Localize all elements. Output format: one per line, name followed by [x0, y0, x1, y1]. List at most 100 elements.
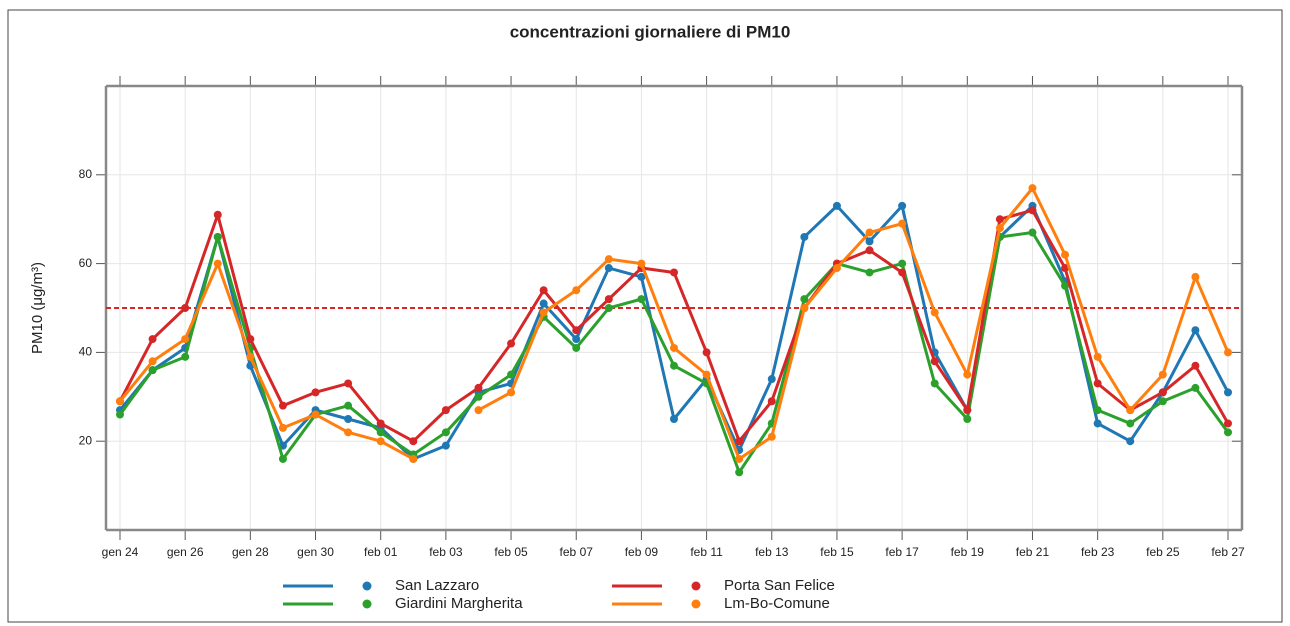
data-point — [670, 343, 678, 352]
data-point — [311, 410, 320, 419]
data-point — [376, 437, 385, 446]
data-point — [963, 415, 972, 423]
legend-label: Lm-Bo-Comune — [724, 595, 830, 612]
data-point — [181, 335, 190, 344]
data-point — [474, 392, 483, 401]
data-point — [800, 295, 809, 304]
x-tick-label: feb 17 — [885, 545, 919, 559]
x-tick-label: gen 24 — [102, 545, 139, 559]
data-point — [930, 379, 939, 388]
x-tick-label: feb 07 — [560, 545, 594, 559]
data-point — [702, 348, 711, 357]
data-point — [148, 335, 157, 344]
data-point — [1093, 379, 1102, 388]
data-point — [278, 401, 287, 410]
data-point — [1224, 419, 1232, 428]
x-tick-label: feb 21 — [1016, 545, 1050, 559]
data-point — [1126, 437, 1135, 446]
x-tick-label: feb 09 — [625, 545, 659, 559]
data-point — [670, 415, 678, 423]
data-point — [930, 308, 939, 317]
data-point — [278, 423, 287, 432]
data-point — [1061, 264, 1070, 273]
data-point — [572, 286, 581, 295]
series-line — [118, 186, 1230, 461]
legend-dot — [691, 599, 701, 609]
data-point — [507, 388, 516, 397]
data-point — [572, 335, 581, 344]
data-point — [507, 339, 516, 348]
data-point — [572, 326, 581, 335]
data-point — [865, 237, 874, 246]
data-point — [278, 454, 287, 463]
data-point — [1061, 281, 1070, 290]
data-point — [1093, 419, 1102, 428]
data-point — [800, 304, 809, 312]
data-point — [898, 219, 907, 228]
data-point — [898, 268, 907, 277]
data-point — [1093, 406, 1102, 415]
data-point — [604, 295, 613, 304]
data-point — [344, 428, 353, 437]
data-point — [637, 259, 646, 268]
x-tick-label: gen 26 — [167, 545, 204, 559]
data-point — [865, 246, 874, 255]
data-point — [995, 215, 1004, 224]
data-point — [246, 352, 255, 361]
data-point — [116, 397, 124, 406]
data-point — [539, 286, 548, 295]
data-point — [604, 255, 613, 264]
data-point — [116, 410, 124, 419]
x-tick-label: feb 19 — [951, 545, 985, 559]
data-point — [181, 352, 190, 361]
data-point — [604, 264, 613, 273]
chart-title: concentrazioni giornaliere di PM10 — [510, 22, 791, 41]
x-tick-label: feb 27 — [1211, 545, 1245, 559]
x-tick-label: feb 05 — [494, 545, 528, 559]
data-point — [246, 335, 255, 344]
data-point — [409, 437, 418, 446]
data-point — [474, 406, 483, 415]
data-point — [1061, 250, 1070, 259]
data-point — [1093, 352, 1102, 361]
x-tick-label: feb 01 — [364, 545, 398, 559]
x-tick-label: feb 25 — [1146, 545, 1180, 559]
data-point — [1158, 397, 1167, 406]
x-tick-label: gen 30 — [297, 545, 334, 559]
data-point — [344, 401, 353, 410]
data-point — [898, 201, 907, 210]
x-tick-label: feb 11 — [690, 545, 723, 559]
data-point — [930, 357, 939, 366]
data-point — [539, 308, 548, 317]
data-point — [963, 370, 972, 379]
data-point — [1191, 272, 1200, 281]
data-point — [1224, 348, 1232, 357]
data-point — [1158, 388, 1167, 397]
data-point — [148, 357, 157, 366]
data-point — [376, 419, 385, 428]
data-point — [832, 201, 841, 210]
data-point — [865, 228, 874, 237]
data-point — [604, 304, 613, 312]
data-point — [344, 379, 353, 388]
legend-label: Porta San Felice — [724, 577, 835, 594]
data-point — [1028, 184, 1037, 193]
data-point — [735, 437, 744, 446]
y-tick-label: 20 — [79, 433, 93, 447]
data-point — [474, 383, 483, 392]
legend-dot — [362, 599, 372, 609]
data-point — [148, 366, 157, 375]
data-point — [767, 432, 776, 441]
data-point — [1126, 419, 1135, 428]
data-point — [800, 232, 809, 241]
legend-label: San Lazzaro — [395, 577, 479, 594]
data-point — [735, 454, 744, 463]
data-point — [1028, 206, 1037, 215]
x-tick-label: feb 23 — [1081, 545, 1115, 559]
data-point — [213, 232, 222, 241]
data-point — [637, 272, 646, 281]
data-point — [311, 388, 320, 397]
data-point — [1028, 228, 1037, 237]
